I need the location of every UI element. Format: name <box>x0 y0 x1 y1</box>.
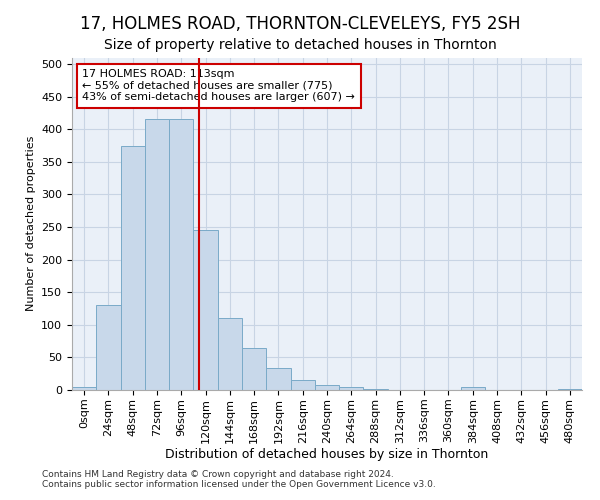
Bar <box>121 146 145 390</box>
Bar <box>72 386 96 390</box>
Bar <box>96 305 121 390</box>
Bar <box>218 318 242 390</box>
X-axis label: Distribution of detached houses by size in Thornton: Distribution of detached houses by size … <box>166 448 488 462</box>
Text: 17 HOLMES ROAD: 113sqm
← 55% of detached houses are smaller (775)
43% of semi-de: 17 HOLMES ROAD: 113sqm ← 55% of detached… <box>82 69 355 102</box>
Y-axis label: Number of detached properties: Number of detached properties <box>26 136 35 312</box>
Bar <box>461 386 485 390</box>
Bar <box>169 120 193 390</box>
Bar <box>193 230 218 390</box>
Bar <box>145 120 169 390</box>
Text: Size of property relative to detached houses in Thornton: Size of property relative to detached ho… <box>104 38 496 52</box>
Text: 17, HOLMES ROAD, THORNTON-CLEVELEYS, FY5 2SH: 17, HOLMES ROAD, THORNTON-CLEVELEYS, FY5… <box>80 15 520 33</box>
Bar <box>290 380 315 390</box>
Bar <box>315 385 339 390</box>
Text: Contains HM Land Registry data © Crown copyright and database right 2024.
Contai: Contains HM Land Registry data © Crown c… <box>42 470 436 489</box>
Bar <box>242 348 266 390</box>
Bar <box>339 386 364 390</box>
Bar <box>266 368 290 390</box>
